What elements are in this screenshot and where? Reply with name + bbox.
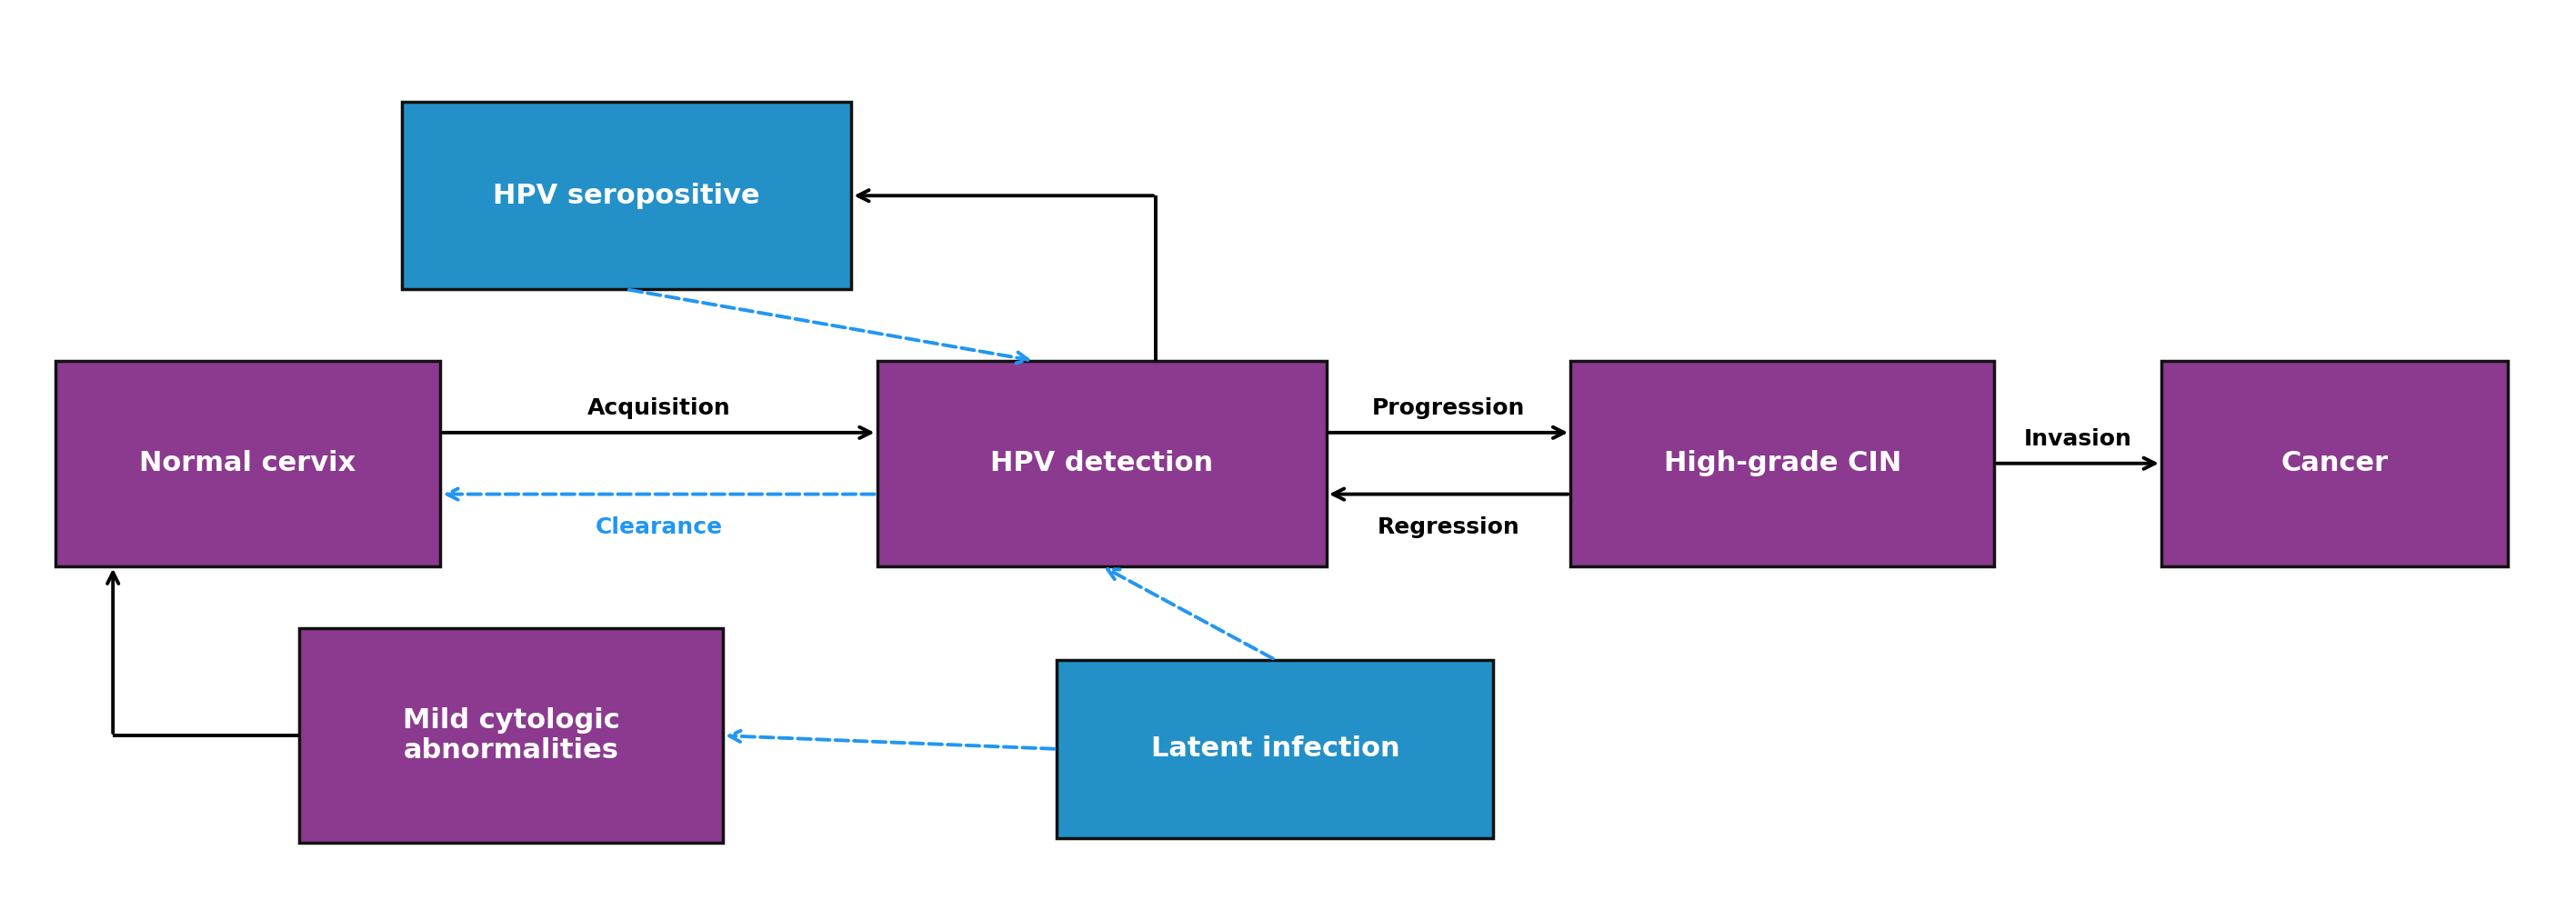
Text: Cancer: Cancer bbox=[2280, 450, 2388, 477]
Text: Progression: Progression bbox=[1373, 398, 1525, 419]
Text: HPV seropositive: HPV seropositive bbox=[492, 183, 760, 209]
Text: Clearance: Clearance bbox=[595, 517, 721, 538]
FancyBboxPatch shape bbox=[1056, 660, 1494, 838]
FancyBboxPatch shape bbox=[876, 361, 1327, 566]
Text: High-grade CIN: High-grade CIN bbox=[1664, 450, 1901, 477]
FancyBboxPatch shape bbox=[54, 361, 440, 566]
Text: Mild cytologic
abnormalities: Mild cytologic abnormalities bbox=[402, 707, 621, 764]
FancyBboxPatch shape bbox=[402, 102, 853, 290]
Text: Acquisition: Acquisition bbox=[587, 398, 732, 419]
Text: Regression: Regression bbox=[1378, 517, 1520, 538]
Text: Invasion: Invasion bbox=[2025, 428, 2133, 450]
FancyBboxPatch shape bbox=[1571, 361, 1994, 566]
FancyBboxPatch shape bbox=[2161, 361, 2509, 566]
Text: Latent infection: Latent infection bbox=[1151, 736, 1399, 762]
Text: Normal cervix: Normal cervix bbox=[139, 450, 355, 477]
FancyBboxPatch shape bbox=[299, 628, 724, 842]
Text: HPV detection: HPV detection bbox=[989, 450, 1213, 477]
